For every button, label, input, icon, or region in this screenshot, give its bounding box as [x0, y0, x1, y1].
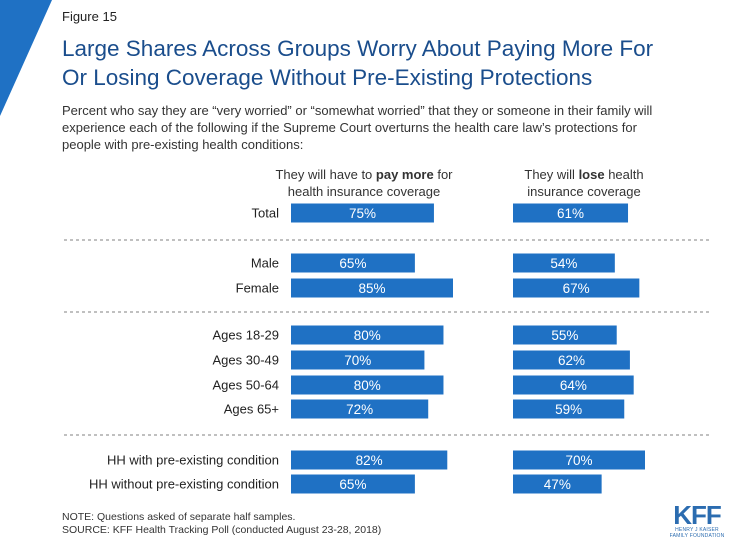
bar-pay-more [291, 399, 429, 419]
bar-lose-coverage [513, 278, 640, 298]
lose-header-bold: lose [578, 167, 605, 182]
bar-pay-more [291, 474, 415, 494]
kff-logo: KFF HENRY J KAISER FAMILY FOUNDATION [666, 500, 728, 539]
data-label: 85% [358, 281, 385, 296]
category-label: HH without pre-existing condition [89, 477, 279, 492]
data-label: 54% [550, 256, 577, 271]
category-label: Ages 65+ [224, 402, 279, 417]
chart-subtitle-line-1: Percent who say they are “very worried” … [62, 103, 653, 118]
category-label: HH with pre-existing condition [107, 453, 279, 468]
chart-title-line-2: Or Losing Coverage Without Pre-Existing … [62, 65, 593, 90]
lose-header-pre: They will [524, 167, 579, 182]
data-label: 80% [354, 378, 381, 393]
data-label: 80% [354, 328, 381, 343]
bar-pay-more [291, 325, 444, 345]
data-label: 47% [544, 477, 571, 492]
lose-header-line-2: insurance coverage [527, 184, 641, 199]
category-label: Ages 50-64 [213, 378, 280, 393]
source-line: SOURCE: KFF Health Tracking Poll (conduc… [62, 524, 382, 536]
bar-lose-coverage [513, 203, 629, 223]
logo-mark: KFF [673, 500, 722, 530]
data-label: 59% [555, 402, 582, 417]
bar-pay-more [291, 450, 448, 470]
data-label: 65% [339, 256, 366, 271]
bar-lose-coverage [513, 253, 615, 273]
source-notes: NOTE: Questions asked of separate half s… [62, 511, 381, 537]
bar-lose-coverage [513, 474, 602, 494]
pay-header-line-2: health insurance coverage [287, 184, 441, 199]
data-label: 67% [563, 281, 590, 296]
bar-pay-more [291, 375, 444, 395]
bar-pay-more [291, 350, 425, 370]
data-label: 55% [551, 328, 578, 343]
bar-lose-coverage [513, 350, 630, 370]
data-label: 72% [346, 402, 373, 417]
category-label: Ages 30-49 [213, 353, 280, 368]
chart-subtitle-line-2: experience each of the following if the … [62, 120, 637, 135]
pay-header-pre: They will have to [275, 167, 376, 182]
figure-label: Figure 15 [62, 9, 117, 24]
category-label: Ages 18-29 [213, 328, 280, 343]
column-header-pay-more: They will have to pay more for health in… [230, 166, 498, 200]
pay-header-bold: pay more [375, 167, 434, 182]
note-line: NOTE: Questions asked of separate half s… [62, 511, 296, 523]
chart-title-line-1: Large Shares Across Groups Worry About P… [62, 36, 654, 61]
data-label: 61% [557, 206, 584, 221]
bar-pay-more [291, 278, 453, 298]
data-label: 70% [565, 453, 592, 468]
data-label: 62% [558, 353, 585, 368]
bar-lose-coverage [513, 375, 634, 395]
category-label: Total [252, 206, 280, 221]
data-label: 82% [356, 453, 383, 468]
bar-lose-coverage [513, 450, 645, 470]
lose-header-post: health [604, 167, 644, 182]
data-label: 64% [560, 378, 587, 393]
data-label: 65% [339, 477, 366, 492]
chart-title: Large Shares Across Groups Worry About P… [62, 34, 732, 92]
logo-subtext: HENRY J KAISER FAMILY FOUNDATION [666, 527, 728, 539]
logo-sub-line-2: FAMILY FOUNDATION [669, 533, 725, 539]
bar-pay-more [291, 253, 415, 273]
column-header-lose: They will lose health insurance coverage [488, 166, 680, 200]
corner-accent [0, 0, 52, 116]
data-label: 75% [349, 206, 376, 221]
chart-subtitle-line-3: people with pre-existing health conditio… [62, 137, 304, 152]
logo-sub-line-1: HENRY J KAISER [675, 527, 719, 533]
pay-header-post: for [433, 167, 453, 182]
chart-subtitle: Percent who say they are “very worried” … [62, 102, 728, 153]
category-label: Male [251, 256, 279, 271]
bar-pay-more [291, 203, 434, 223]
data-label: 70% [344, 353, 371, 368]
category-label: Female [236, 281, 279, 296]
bar-lose-coverage [513, 399, 625, 419]
bar-lose-coverage [513, 325, 617, 345]
